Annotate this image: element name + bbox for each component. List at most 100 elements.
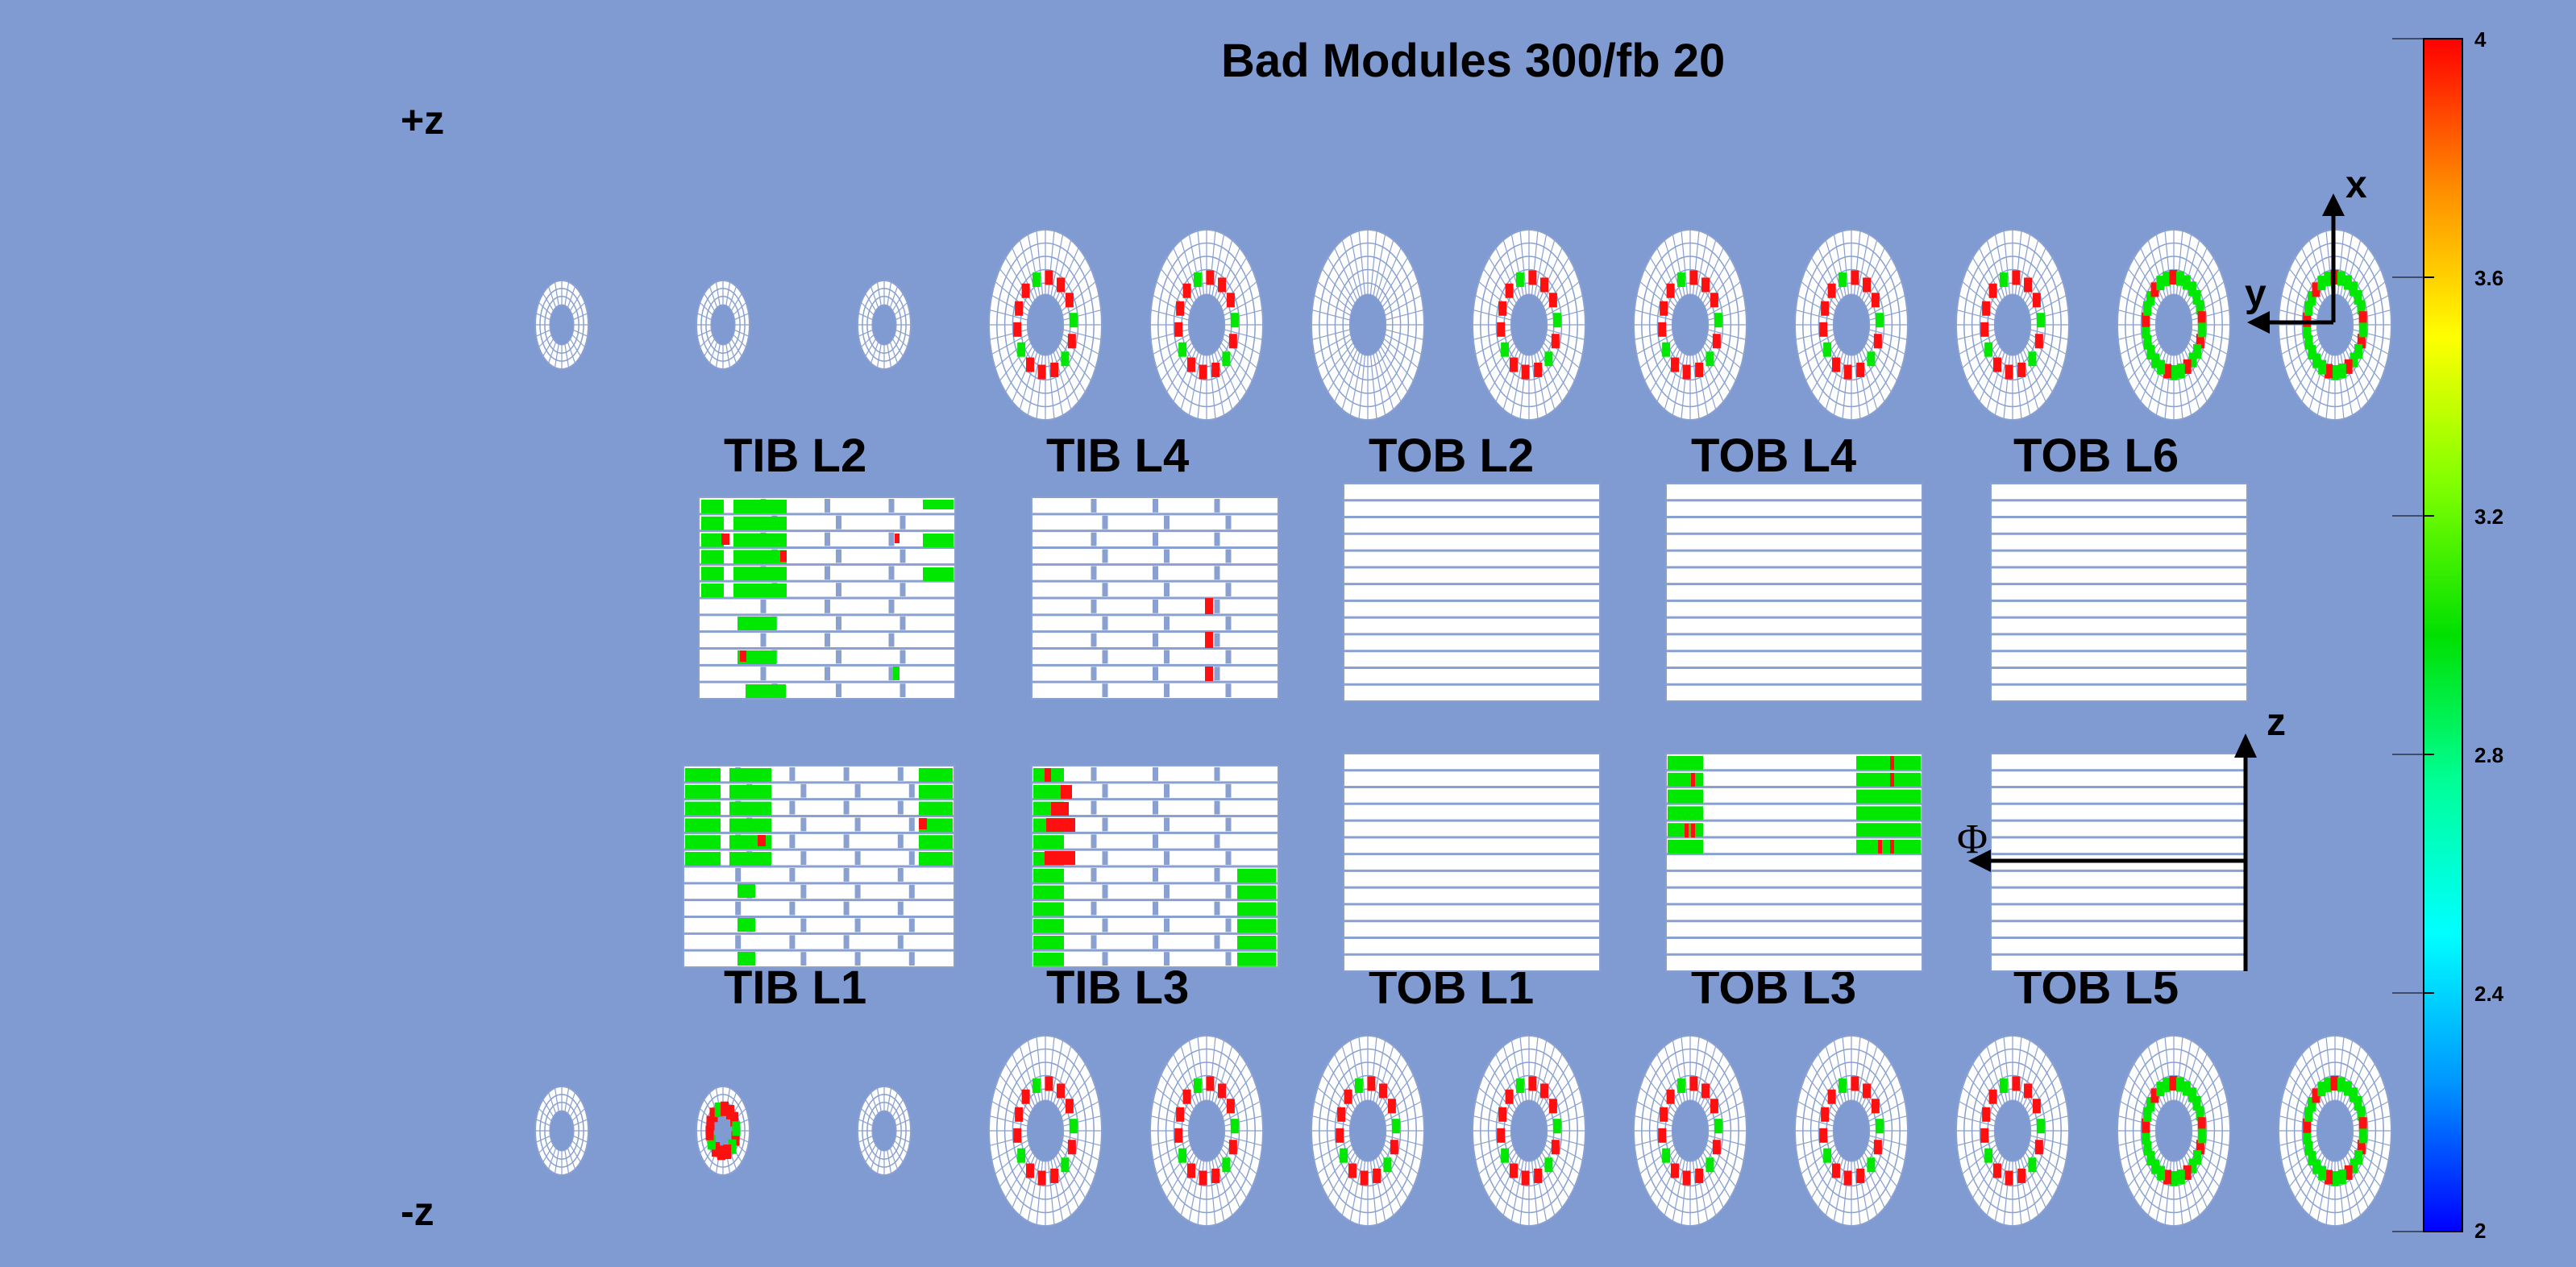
bad-module bbox=[2163, 363, 2172, 379]
disk-spoke bbox=[1818, 247, 1842, 301]
bad-module bbox=[1051, 802, 1069, 816]
disk-spoke bbox=[861, 1108, 875, 1122]
bad-module bbox=[2357, 1140, 2366, 1155]
disk-spoke bbox=[870, 1092, 879, 1114]
bad-module bbox=[2303, 312, 2312, 327]
disk-spoke bbox=[991, 1140, 1028, 1161]
colorbar-tick-3-6: 3.6 bbox=[2474, 266, 2504, 290]
bad-module bbox=[2151, 353, 2160, 368]
disk-spoke bbox=[1373, 353, 1386, 416]
bad-module bbox=[1067, 1140, 1076, 1155]
bad-module bbox=[1676, 1078, 1685, 1094]
disk-spoke bbox=[1649, 346, 1678, 393]
disk-spoke bbox=[1341, 1157, 1361, 1216]
bad-module bbox=[1050, 362, 1059, 377]
disk-spoke bbox=[1649, 1152, 1678, 1198]
module-gap bbox=[908, 851, 915, 865]
disk-spoke bbox=[2301, 349, 2325, 402]
disk-spoke bbox=[887, 1087, 892, 1112]
disk-spoke bbox=[1544, 1144, 1580, 1175]
module-gap bbox=[789, 901, 796, 916]
disk-spoke bbox=[1801, 280, 1836, 312]
bad-module bbox=[2349, 281, 2358, 297]
bad-module bbox=[1061, 351, 1070, 367]
disk-spoke bbox=[2345, 1053, 2369, 1107]
module-gap bbox=[789, 767, 796, 781]
bad-module bbox=[919, 801, 953, 816]
module-gap bbox=[1214, 935, 1220, 949]
bad-module bbox=[1838, 272, 1847, 288]
disk-spoke bbox=[1805, 342, 1838, 381]
module-gap bbox=[825, 499, 830, 513]
disk-spoke bbox=[2140, 1053, 2164, 1107]
bad-module bbox=[707, 1135, 716, 1150]
bad-module bbox=[1521, 1170, 1530, 1186]
disk-spoke bbox=[1334, 1053, 1358, 1107]
bad-module bbox=[1354, 1078, 1363, 1094]
disk-spoke bbox=[1057, 257, 1086, 304]
bad-module bbox=[1497, 322, 1506, 337]
bad-module bbox=[2036, 313, 2045, 328]
bad-module bbox=[1033, 936, 1064, 949]
endcap-disk bbox=[696, 1086, 750, 1176]
disk-hole bbox=[1026, 1099, 1065, 1162]
bad-module bbox=[1682, 364, 1691, 380]
module-gap bbox=[1164, 683, 1170, 697]
module-gap bbox=[843, 901, 850, 916]
bad-module bbox=[1206, 1076, 1215, 1091]
module-gap bbox=[1102, 783, 1108, 798]
module-gap bbox=[1091, 767, 1097, 781]
barrel-layers bbox=[683, 483, 2248, 972]
bad-module bbox=[2024, 277, 2033, 293]
disk-spoke bbox=[1334, 349, 1358, 402]
bad-module bbox=[1025, 1163, 1034, 1178]
module-gap bbox=[908, 817, 915, 832]
disk-spoke bbox=[1706, 338, 1741, 369]
panel-label-tib-l2: TIB L2 bbox=[724, 430, 867, 482]
module-gap bbox=[1153, 834, 1158, 849]
module-gap bbox=[825, 566, 830, 580]
bad-module bbox=[1658, 322, 1667, 337]
disk-spoke bbox=[2189, 338, 2225, 369]
disk-spoke bbox=[1956, 1115, 1996, 1127]
disk-spoke bbox=[1510, 1159, 1524, 1222]
bad-module bbox=[1843, 1170, 1852, 1186]
bad-module bbox=[1534, 1168, 1543, 1183]
disk-spoke bbox=[1868, 329, 1908, 341]
bad-module bbox=[2318, 1165, 2327, 1181]
disk-hole bbox=[1187, 1099, 1226, 1162]
bad-module bbox=[1528, 270, 1537, 285]
bad-module bbox=[1695, 362, 1704, 377]
bad-module bbox=[1182, 1089, 1191, 1104]
bad-module bbox=[1497, 1128, 1506, 1143]
module-gap bbox=[1102, 515, 1108, 530]
bad-module bbox=[1982, 301, 1991, 316]
bad-module bbox=[732, 1121, 741, 1136]
disk-spoke bbox=[1859, 1157, 1878, 1216]
disk-spoke bbox=[1805, 1148, 1838, 1187]
disk-spoke bbox=[704, 293, 716, 311]
disk-spoke bbox=[1966, 268, 1999, 308]
disk-spoke bbox=[1697, 1157, 1717, 1216]
disk-hole bbox=[871, 1110, 897, 1152]
module-gap bbox=[854, 918, 861, 933]
module-gap bbox=[1164, 952, 1170, 966]
disk-spoke bbox=[876, 1149, 882, 1174]
module-gap bbox=[800, 884, 807, 899]
disk-spoke bbox=[1349, 353, 1363, 416]
disk-spoke bbox=[1959, 334, 1996, 355]
module-gap bbox=[897, 868, 904, 882]
panel-tib-l1 bbox=[683, 765, 955, 968]
module-gap bbox=[1091, 633, 1097, 647]
disk-spoke bbox=[569, 1144, 581, 1163]
bad-module bbox=[2182, 1081, 2191, 1096]
module-gap bbox=[854, 884, 861, 899]
bad-module bbox=[1222, 351, 1231, 367]
disk-spoke bbox=[1180, 351, 1199, 410]
disk-spoke bbox=[999, 268, 1032, 308]
bad-module bbox=[2169, 270, 2178, 285]
disk-spoke bbox=[1358, 231, 1366, 295]
disk-spoke bbox=[1695, 1040, 1709, 1103]
bad-module bbox=[1230, 313, 1239, 328]
disk-spoke bbox=[1859, 1045, 1878, 1104]
